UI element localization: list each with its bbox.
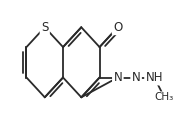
Text: CH₃: CH₃ bbox=[155, 92, 174, 102]
Text: S: S bbox=[41, 21, 48, 34]
Text: N: N bbox=[132, 71, 140, 84]
Text: O: O bbox=[113, 21, 123, 34]
Text: NH: NH bbox=[146, 71, 163, 84]
Text: N: N bbox=[113, 71, 122, 84]
